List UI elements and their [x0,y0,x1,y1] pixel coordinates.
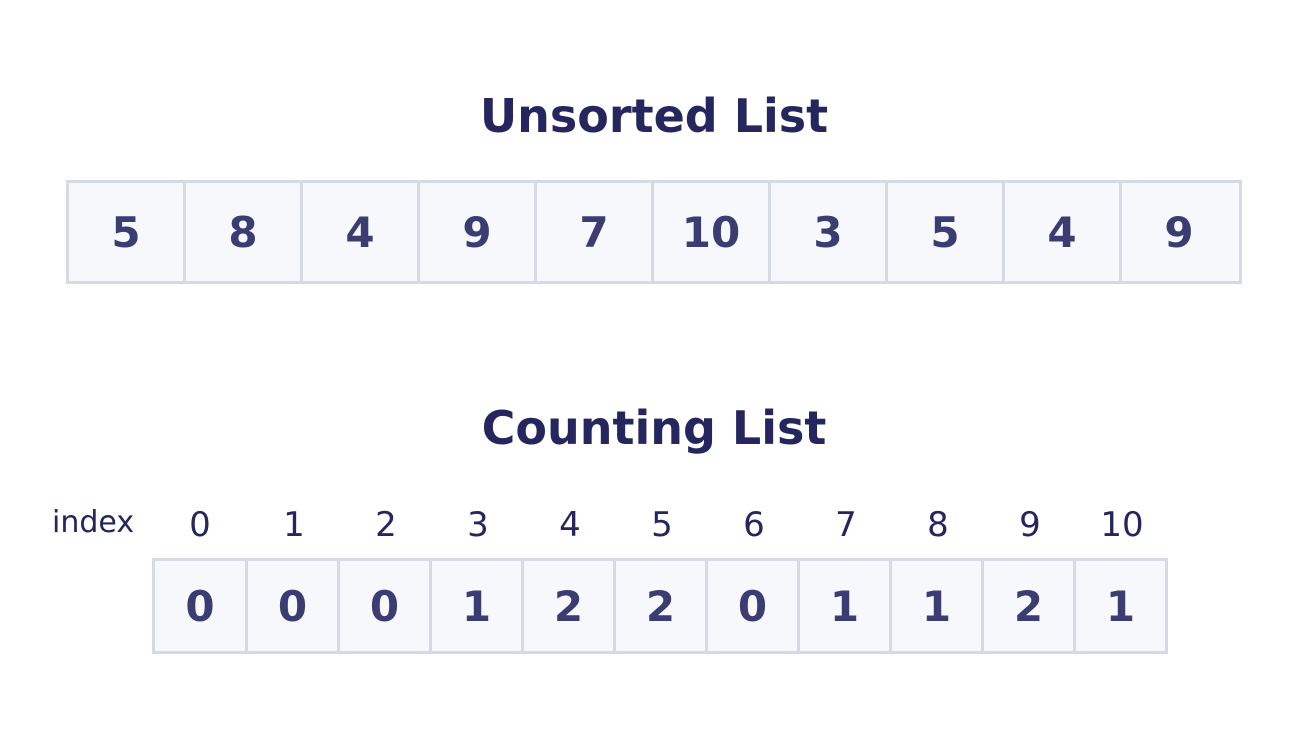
index-number: 9 [1019,505,1041,545]
counting-cell: 1 [889,561,981,651]
index-label: index [52,505,135,540]
index-number: 6 [743,505,765,545]
unsorted-list-title: Unsorted List [479,89,829,143]
index-number: 4 [559,505,581,545]
index-row: 0 1 2 3 4 5 6 7 8 9 10 [152,505,1168,545]
counting-cell: 2 [981,561,1073,651]
index-number: 2 [375,505,397,545]
unsorted-cell: 5 [885,183,1002,281]
unsorted-cell: 3 [768,183,885,281]
index-number: 3 [467,505,489,545]
unsorted-cell: 9 [417,183,534,281]
unsorted-cell: 10 [651,183,768,281]
counting-cell: 0 [337,561,429,651]
counting-cell: 0 [705,561,797,651]
counting-cell: 0 [185,581,215,631]
counting-cell: 2 [613,561,705,651]
index-number: 0 [189,505,211,545]
unsorted-cell: 4 [1002,183,1119,281]
index-number: 1 [283,505,305,545]
index-number: 7 [835,505,857,545]
counting-list-title: Counting List [481,401,827,455]
counting-cell: 1 [797,561,889,651]
unsorted-cell: 9 [1119,183,1236,281]
index-number: 5 [651,505,673,545]
unsorted-cell: 7 [534,183,651,281]
counting-cell: 2 [521,561,613,651]
counting-cell: 1 [1073,561,1165,651]
index-number: 10 [1100,505,1144,545]
counting-cell: 1 [429,561,521,651]
index-number: 8 [927,505,949,545]
unsorted-cell: 8 [183,183,300,281]
unsorted-cell: 4 [300,183,417,281]
unsorted-list-array: 5 8 4 9 7 10 3 5 4 9 [66,180,1242,284]
unsorted-cell: 5 [111,207,141,257]
counting-cell: 0 [245,561,337,651]
